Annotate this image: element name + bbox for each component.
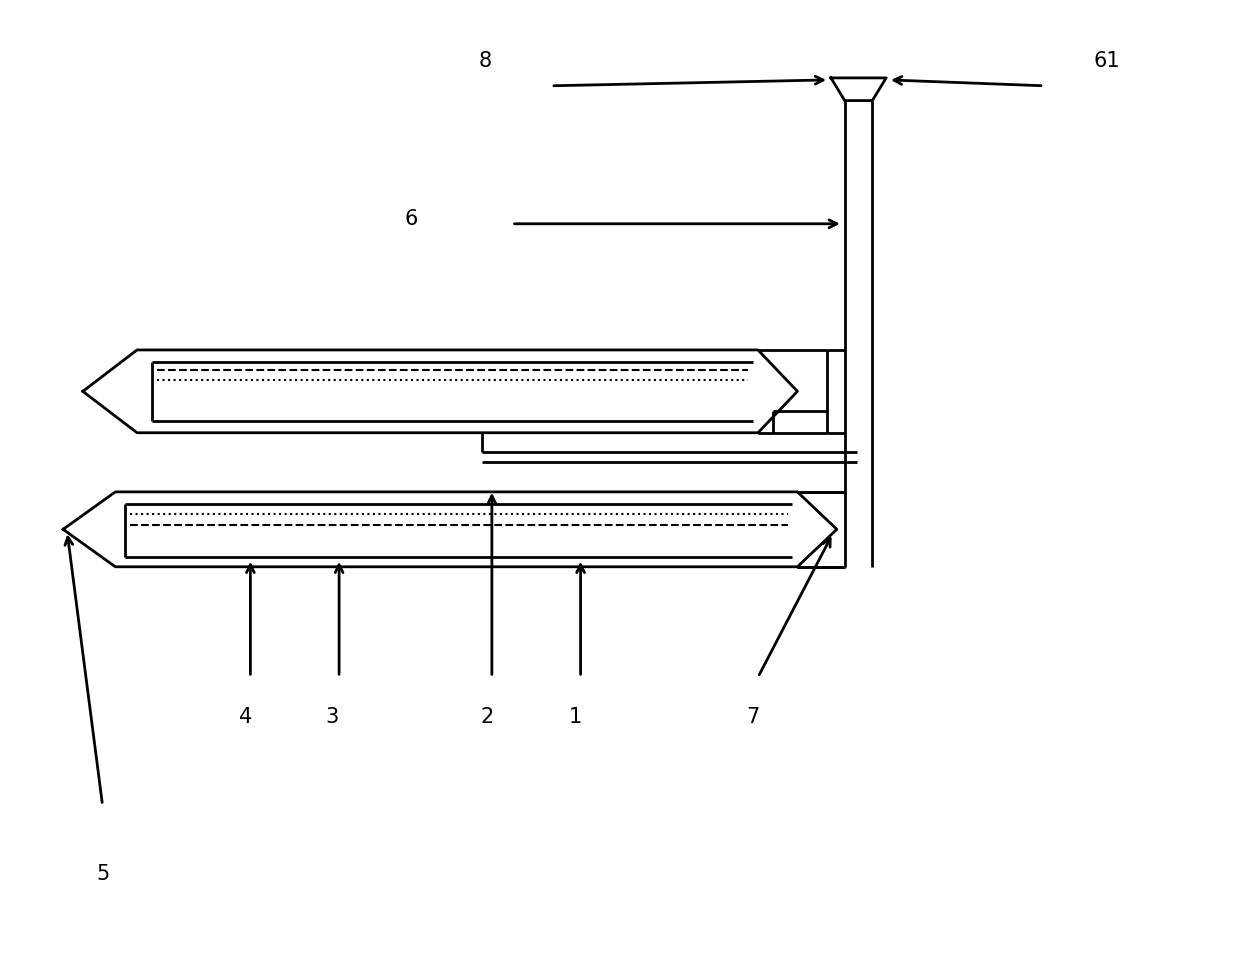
Text: 5: 5 xyxy=(95,864,109,885)
Text: 1: 1 xyxy=(569,707,583,727)
Text: 3: 3 xyxy=(326,707,339,727)
Text: 61: 61 xyxy=(1094,51,1120,72)
Text: 8: 8 xyxy=(479,51,492,72)
Text: 4: 4 xyxy=(239,707,252,727)
Text: 6: 6 xyxy=(404,209,418,229)
Text: 7: 7 xyxy=(746,707,760,727)
Text: 2: 2 xyxy=(480,707,494,727)
